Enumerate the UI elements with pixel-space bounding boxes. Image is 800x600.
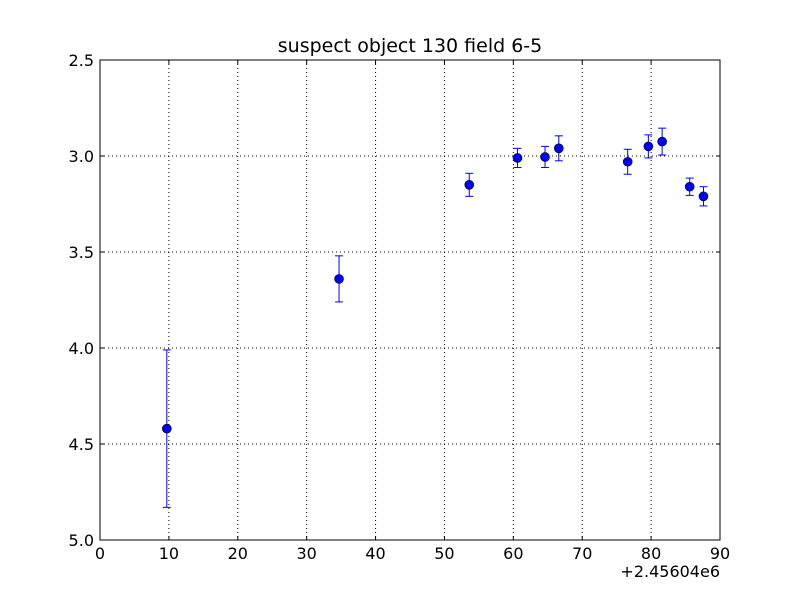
axes-frame xyxy=(99,59,721,541)
data-point xyxy=(698,191,709,202)
data-point xyxy=(553,143,564,154)
chart-title: suspect object 130 field 6-5 xyxy=(278,35,543,57)
x-tick-label: 10 xyxy=(159,544,179,563)
x-tick-label: 20 xyxy=(228,544,248,563)
x-tick-label: 30 xyxy=(296,544,316,563)
y-tick-label: 4.0 xyxy=(69,339,94,358)
data-point xyxy=(622,156,633,167)
x-tick-label: 40 xyxy=(365,544,385,563)
x-tick-label: 70 xyxy=(572,544,592,563)
y-tick-label: 4.5 xyxy=(69,435,94,454)
data-point xyxy=(643,141,654,152)
data-point xyxy=(684,181,695,192)
data-point xyxy=(464,180,475,190)
data-marks-layer xyxy=(162,127,709,508)
x-axis-offset-label: +2.45604e6 xyxy=(620,562,720,581)
x-tick-label: 60 xyxy=(503,544,523,563)
x-tick-label: 80 xyxy=(641,544,661,563)
data-point xyxy=(334,274,344,284)
y-tick-label: 3.5 xyxy=(69,243,94,262)
x-tick-label: 0 xyxy=(95,544,105,563)
data-point xyxy=(162,423,172,434)
x-tick-label: 90 xyxy=(710,544,730,563)
y-tick-label: 2.5 xyxy=(69,51,94,70)
grid-layer xyxy=(100,60,720,540)
ticks-layer: 0 10 20 30 40 50 60 70 80 90 2.5 3.0 3.5 4.0 4.5 5.0 xyxy=(69,51,731,563)
data-point xyxy=(512,153,523,163)
y-tick-label: 3.0 xyxy=(69,147,94,166)
x-tick-label: 50 xyxy=(434,544,454,563)
y-tick-label: 5.0 xyxy=(69,531,94,550)
data-point xyxy=(657,136,667,147)
data-point xyxy=(540,152,550,162)
